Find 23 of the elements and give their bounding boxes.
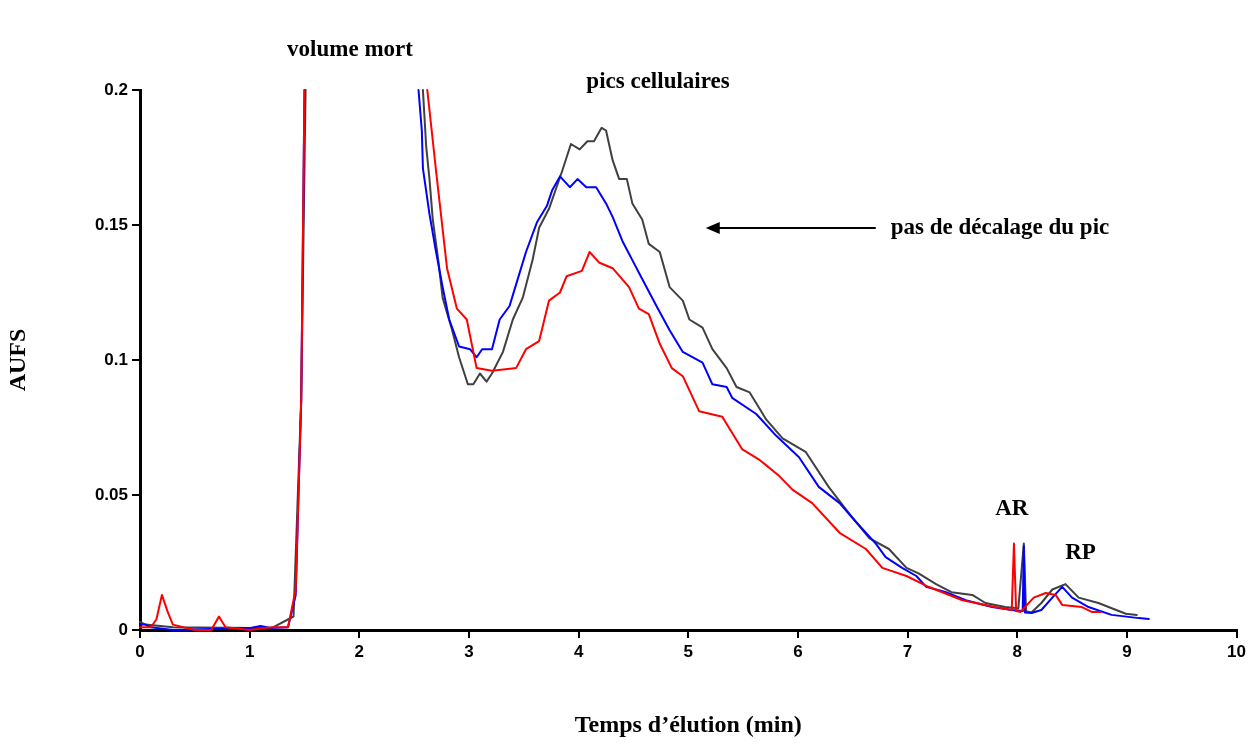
y-tick-label: 0.1 [104, 349, 128, 369]
x-tick-label: 1 [244, 641, 255, 661]
x-tick-label: 10 [1227, 641, 1247, 661]
x-tick-label: 3 [464, 641, 474, 661]
annotation: pas de décalage du pic [890, 213, 1110, 239]
x-axis-title: Temps d’élution (min) [574, 710, 802, 737]
x-tick-label: 0 [135, 641, 145, 661]
x-tick-label: 7 [902, 641, 913, 661]
y-tick-label: 0.15 [94, 214, 128, 234]
x-tick-label: 6 [793, 641, 803, 661]
x-tick-label: 2 [354, 641, 365, 661]
annotation: AR [995, 495, 1029, 521]
y-axis-title: AUFS [3, 328, 30, 392]
x-tick-label: 8 [1012, 641, 1022, 661]
x-tick-label: 4 [573, 641, 584, 661]
x-tick-label: 9 [1122, 641, 1132, 661]
annotation: pics cellulaires [586, 67, 730, 93]
y-tick-label: 0 [118, 619, 128, 639]
text: volume mort [287, 35, 414, 61]
x-tick-label: 5 [683, 641, 694, 661]
y-tick-label: 0.05 [94, 484, 128, 504]
annotation: RP [1065, 539, 1096, 565]
y-tick-label: 0.2 [104, 79, 128, 99]
